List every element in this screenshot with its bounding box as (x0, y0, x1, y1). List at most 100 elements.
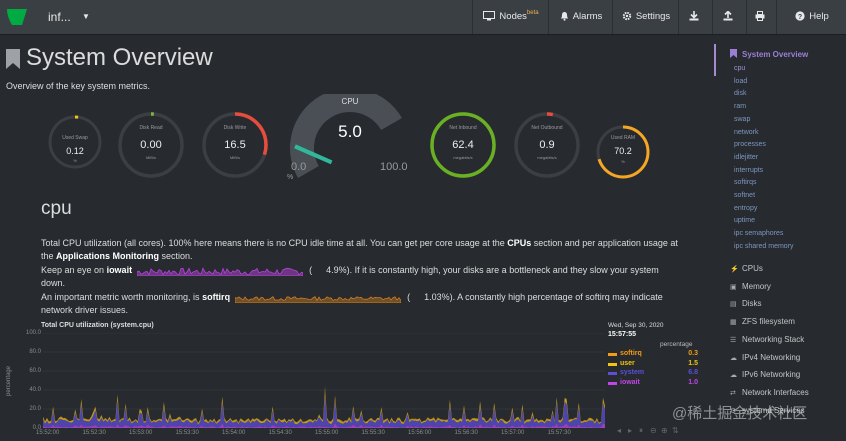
upload-button[interactable] (712, 0, 747, 34)
cpu-description-line6: network driver issues. (41, 305, 129, 315)
legend-name: user (620, 359, 635, 367)
sidebar-subitem-ram[interactable]: ram (734, 103, 747, 111)
text: section and per application usage at (531, 238, 678, 248)
sidebar-item-label: System Overview (742, 50, 809, 59)
svg-text:?: ? (798, 14, 802, 21)
x-tick-label: 15:55:00 (315, 430, 339, 436)
legend-item-iowait[interactable]: iowait 1.0 (608, 379, 698, 388)
sidebar-subitem-disk[interactable]: disk (734, 90, 747, 98)
cpu-chart-plot[interactable] (43, 333, 605, 428)
alarms-label: Alarms (572, 11, 603, 22)
sidebar-subitem-entropy[interactable]: entropy (734, 204, 758, 212)
section-title-cpu: cpu (41, 198, 72, 219)
sidebar-section-ipv4-networking[interactable]: ☁ IPv4 Networking (730, 353, 800, 362)
x-tick-label: 15:57:00 (501, 430, 525, 436)
gauge-ring (118, 112, 184, 178)
settings-button[interactable]: Settings (612, 0, 679, 34)
sidebar-section-networking-stack[interactable]: ☰ Networking Stack (730, 335, 804, 344)
gauge-ring (430, 112, 496, 178)
gauge-unit: % (621, 159, 625, 164)
gauge-title: Disk Write (223, 125, 247, 131)
zoom-in-icon[interactable]: ⊕ (661, 426, 668, 435)
cpu-description-line5: An important metric worth monitoring, is… (41, 292, 663, 304)
bookmark-icon (6, 48, 20, 69)
sidebar-item-system-overview[interactable]: System Overview (730, 49, 808, 59)
x-tick-label: 15:56:00 (408, 430, 432, 436)
gauge-net-inbound[interactable]: Net Inbound 62.4 megabits/s (428, 110, 498, 180)
y-tick-label: 0.0 (32, 425, 41, 431)
gauge-disk-write[interactable]: Disk Write 16.5 MiB/s (200, 110, 270, 180)
gauge-used-ram[interactable]: Used RAM 70.2 % (593, 122, 653, 182)
gauge-value: 0.9 (539, 139, 555, 151)
x-tick-label: 15:53:00 (129, 430, 153, 436)
nodes-button[interactable]: Nodesbeta (472, 0, 549, 34)
resize-icon[interactable]: ⇅ (672, 426, 679, 435)
gauge-cpu[interactable]: CPU 5.0 0.0 100.0 % (280, 88, 420, 186)
legend-item-softirq[interactable]: softirq 0.3 (608, 350, 698, 359)
section-label: Memory (742, 281, 771, 291)
iowait-sparkline[interactable] (136, 265, 303, 277)
gauge-unit: megabits/s (537, 155, 557, 160)
gauge-net-outbound[interactable]: Net Outbound 0.9 megabits/s (512, 110, 582, 180)
page-subtitle: Overview of the key system metrics. (6, 81, 151, 91)
sidebar-section-systemd-services[interactable]: ⚙ systemd Services (730, 406, 805, 415)
sidebar-section-zfs-filesystem[interactable]: ▦ ZFS filesystem (730, 317, 795, 326)
sidebar-subitem-uptime[interactable]: uptime (734, 217, 756, 225)
legend-swatch (608, 381, 617, 385)
settings-label: Settings (635, 11, 671, 22)
legend-item-user[interactable]: user 1.5 (608, 360, 698, 369)
sidebar-section-memory[interactable]: ▣ Memory (730, 282, 771, 291)
sidebar-subitem-load[interactable]: load (734, 77, 748, 85)
sidebar-subitem-cpu[interactable]: cpu (734, 65, 746, 72)
series-area-user (43, 390, 605, 425)
section-label: IPv4 Networking (742, 352, 801, 362)
pan-left-icon[interactable]: ◂ (617, 426, 622, 435)
gauge-title: Net Inbound (449, 125, 477, 131)
gauge-fill (202, 112, 268, 178)
gauge-ring (202, 112, 268, 178)
x-tick-label: 15:53:30 (175, 430, 199, 436)
gauge-title: Used RAM (610, 135, 636, 141)
gauge-unit: % (73, 158, 77, 163)
sidebar-subitem-softirqs[interactable]: softirqs (734, 179, 757, 187)
top-navbar: inf... ▼ Nodesbeta Alarms Settings ? Help (0, 0, 846, 35)
gauge-used-swap[interactable]: Used Swap 0.12 % (45, 112, 105, 172)
gauge-disk-read[interactable]: Disk Read 0.00 MiB/s (116, 110, 186, 180)
alarms-button[interactable]: Alarms (548, 0, 613, 34)
sidebar-subitem-processes[interactable]: processes (734, 141, 766, 149)
sidebar-section-ipv6-networking[interactable]: ☁ IPv6 Networking (730, 370, 800, 379)
host-name[interactable]: inf... (48, 10, 71, 24)
netdata-logo[interactable] (6, 7, 28, 27)
pause-icon[interactable]: ⏸ (639, 426, 643, 435)
chevron-down-icon[interactable]: ▼ (82, 12, 90, 21)
sidebar-subitem-network[interactable]: network (734, 128, 759, 136)
sidebar-subitem-interrupts[interactable]: interrupts (734, 166, 764, 174)
sidebar-subitem-swap[interactable]: swap (734, 115, 751, 123)
cpu-gauge-track (290, 88, 402, 178)
sidebar-subitem-ipc-semaphores[interactable]: ipc semaphores (734, 230, 784, 238)
gauge-fill (430, 112, 496, 178)
sidebar-section-network-interfaces[interactable]: ⇄ Network Interfaces (730, 388, 809, 397)
page-title: System Overview (6, 44, 213, 72)
help-button[interactable]: ? Help (776, 0, 846, 34)
y-tick-label: 100.0 (25, 330, 41, 336)
sidebar-subitem-idlejitter[interactable]: idlejitter (734, 153, 759, 161)
zoom-out-icon[interactable]: ⊖ (650, 426, 657, 435)
softirq-sparkline[interactable] (234, 292, 401, 304)
sidebar-subitem-ipc-shared-memory[interactable]: ipc shared memory (734, 242, 794, 250)
applications-monitoring-link[interactable]: Applications Monitoring (56, 251, 160, 261)
text: section. (159, 251, 193, 261)
section-label: ZFS filesystem (742, 317, 795, 327)
print-button[interactable] (746, 0, 777, 34)
sidebar-section-cpus[interactable]: ⚡ CPUs (730, 264, 763, 273)
section-label: IPv6 Networking (742, 370, 801, 380)
cpus-link[interactable]: CPUs (507, 238, 532, 248)
pan-right-icon[interactable]: ▸ (628, 426, 633, 435)
legend-item-system[interactable]: system 6.8 (608, 369, 698, 378)
upload-icon (723, 10, 733, 21)
legend-date: Wed, Sep 30, 2020 (608, 322, 664, 329)
download-button[interactable] (678, 0, 713, 34)
sidebar-section-disks[interactable]: ▤ Disks (730, 299, 762, 308)
sidebar-subitem-softnet[interactable]: softnet (734, 192, 756, 199)
gauge-fill (118, 112, 184, 178)
